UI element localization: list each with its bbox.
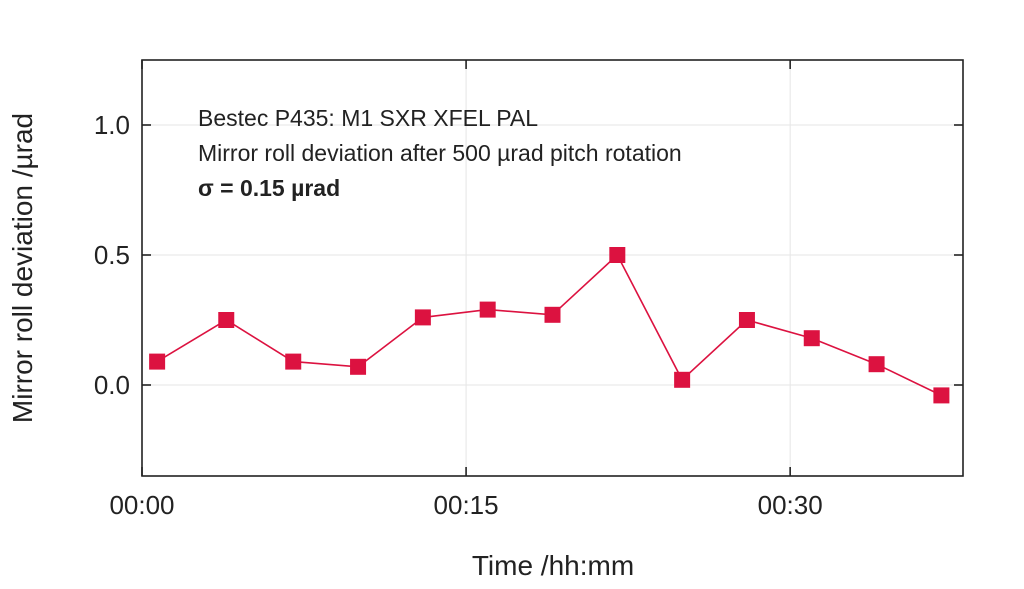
data-point-marker: [868, 356, 885, 373]
y-axis-title: Mirror roll deviation /µrad: [7, 113, 38, 423]
data-point-marker: [414, 309, 431, 326]
data-point-marker: [738, 312, 755, 328]
data-point-marker: [285, 353, 302, 370]
data-point-marker: [479, 301, 496, 318]
data-point-marker: [350, 358, 367, 375]
plot-frame: [141, 59, 964, 477]
data-point-marker: [544, 306, 561, 323]
annotation-description: Mirror roll deviation after 500 µrad pit…: [198, 140, 682, 166]
tick-labels: 00:00 00:15 00:30 0.0 0.5 1.0: [94, 110, 823, 520]
x-tick-label: 00:30: [758, 490, 823, 520]
data-point-marker: [149, 353, 166, 370]
y-tick-label: 1.0: [94, 110, 130, 140]
data-point-marker: [803, 330, 820, 347]
data-point-marker: [674, 371, 691, 388]
x-axis-title: Time /hh:mm: [472, 550, 634, 581]
data-point-marker: [933, 387, 950, 404]
data-point-marker: [609, 247, 626, 263]
annotation-sigma: σ = 0.15 µrad: [198, 175, 340, 201]
y-tick-label: 0.5: [94, 240, 130, 270]
x-tick-label: 00:15: [434, 490, 499, 520]
data-point-marker: [218, 312, 235, 328]
y-tick-label: 0.0: [94, 370, 130, 400]
x-tick-label: 00:00: [109, 490, 174, 520]
series-layer: [149, 247, 950, 404]
plot-background: [142, 60, 963, 476]
annotation-instrument: Bestec P435: M1 SXR XFEL PAL: [198, 105, 538, 131]
